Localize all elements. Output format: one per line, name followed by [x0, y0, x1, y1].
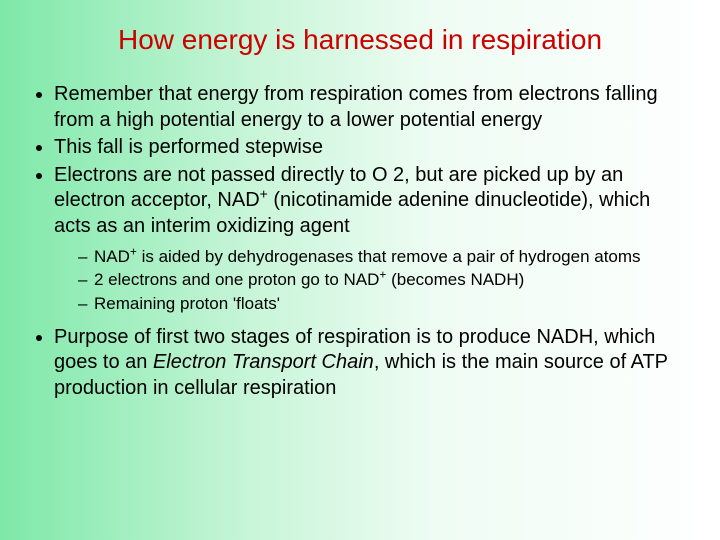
sub-bullet-item: 2 electrons and one proton go to NAD+ (b…: [78, 269, 692, 291]
sub-bullet-text: (becomes NADH): [386, 270, 524, 289]
sub-bullet-text: is aided by dehydrogenases that remove a…: [137, 247, 641, 266]
sub-bullet-text: 2 electrons and one proton go to NAD: [94, 270, 379, 289]
bullet-item: Electrons are not passed directly to O 2…: [54, 163, 692, 315]
sub-bullet-item: NAD+ is aided by dehydrogenases that rem…: [78, 246, 692, 268]
sub-bullet-list: NAD+ is aided by dehydrogenases that rem…: [54, 246, 692, 315]
bullet-item: Remember that energy from respiration co…: [54, 82, 692, 133]
superscript: +: [130, 244, 137, 258]
bullet-item: Purpose of first two stages of respirati…: [54, 325, 692, 402]
main-bullet-list: Remember that energy from respiration co…: [28, 82, 692, 402]
italic-text: Electron Transport Chain: [153, 351, 374, 373]
bullet-item: This fall is performed stepwise: [54, 135, 692, 161]
slide-title: How energy is harnessed in respiration: [28, 24, 692, 56]
superscript: +: [260, 186, 268, 202]
sub-bullet-text: NAD: [94, 247, 130, 266]
sub-bullet-item: Remaining proton 'floats': [78, 293, 692, 315]
